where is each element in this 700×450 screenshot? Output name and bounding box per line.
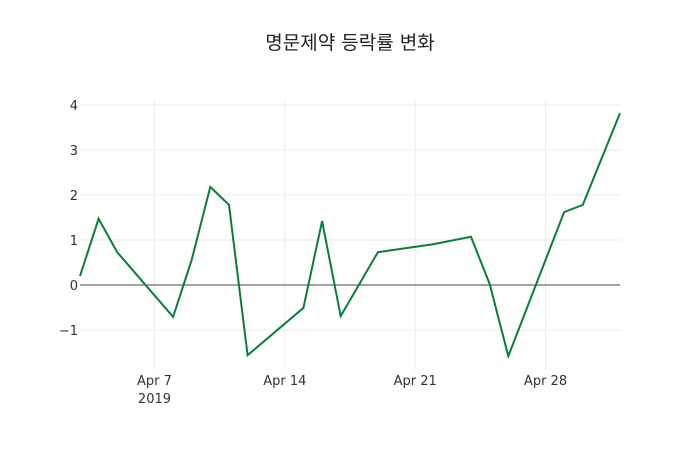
y-tick-label: 3 [70,144,78,159]
x-tick-label: Apr 21 [394,374,437,389]
y-tick-label: 1 [70,234,78,249]
x-tick-label: Apr 28 [524,374,567,389]
series-line [79,112,621,360]
chart-title: 명문제약 등락률 변화 [265,32,435,54]
y-tick-label: −1 [59,324,78,339]
y-tick-label: 4 [70,99,78,114]
x-tick-label: Apr 7 [137,374,172,389]
x-tick-label: Apr 14 [263,374,306,389]
x-axis: Apr 7 2019 Apr 14 Apr 21 Apr 28 [137,374,567,407]
x-tick-year-label: 2019 [138,392,171,407]
y-axis: −1 0 1 2 3 4 [59,99,78,339]
y-tick-label: 0 [70,279,78,294]
grid-lines [80,100,620,370]
plot-area [79,112,621,360]
y-tick-label: 2 [70,189,78,204]
